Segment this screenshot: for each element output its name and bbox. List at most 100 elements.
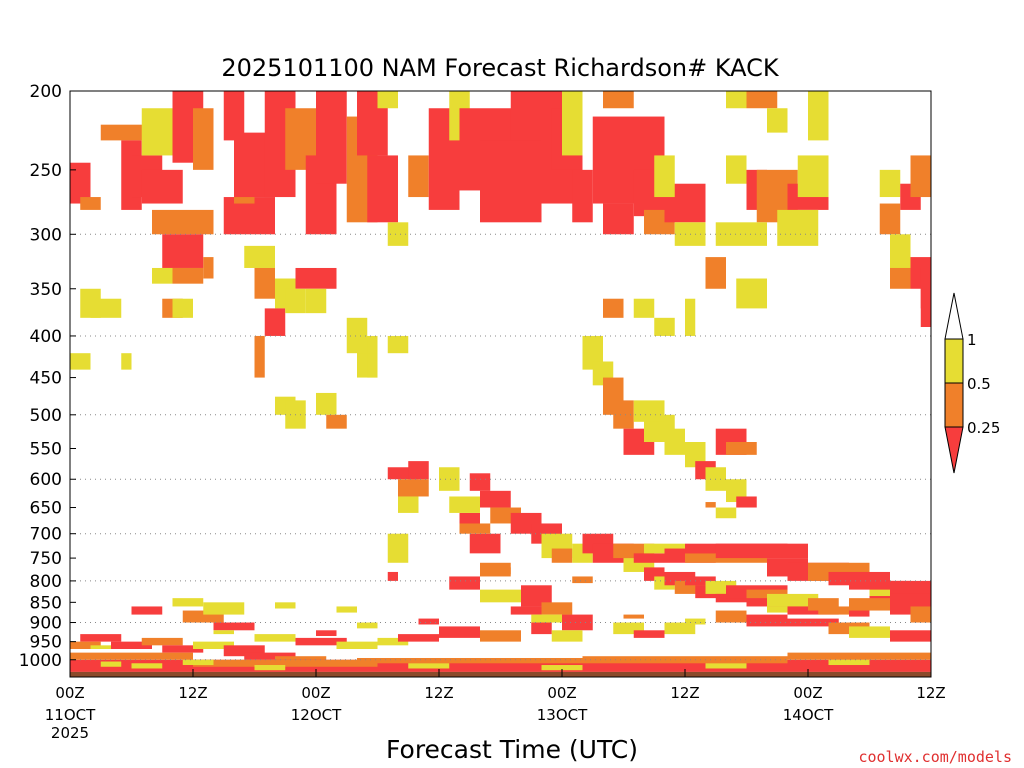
data-cell [367,353,378,378]
data-cell [439,467,460,491]
data-cell [152,209,214,235]
data-cell [582,335,603,370]
data-cell [849,610,870,617]
data-cell [70,671,931,677]
data-cell [439,626,480,638]
x-tick-date: 13OCT [537,706,588,724]
data-cell [244,652,296,660]
data-cell [603,203,634,235]
data-cell [336,641,378,649]
data-cell [685,618,706,625]
data-cell [193,108,214,170]
data-cell [408,461,429,480]
data-cell [346,317,368,354]
credit-link[interactable]: coolwx.com/models [858,748,1012,766]
data-cell [152,267,173,284]
y-tick-label: 550 [30,439,62,459]
data-cell [70,652,193,660]
x-tick-label: 00Z [547,684,576,702]
y-tick-label: 800 [30,572,62,592]
data-cells [70,91,931,677]
data-cell [879,169,901,198]
data-cell [715,222,767,246]
data-cell [828,659,870,666]
data-cell [357,622,378,629]
data-cell [203,602,245,615]
data-cell [736,278,767,309]
data-cell [408,663,450,669]
data-cell [254,267,275,299]
data-cell [685,298,696,336]
data-cell [551,548,573,563]
y-tick-label: 950 [30,633,62,653]
data-cell [469,533,501,554]
data-cell [705,663,747,669]
data-cell [295,267,337,289]
data-cell [633,400,665,422]
y-tick-label: 650 [30,499,62,519]
y-tick-label: 300 [30,225,62,245]
data-cell [890,630,931,642]
data-cell [141,169,183,204]
data-cell [715,610,747,623]
data-cell [562,614,593,631]
data-cell [223,91,245,141]
data-cell [633,553,665,563]
data-cell [767,606,788,613]
y-tick-label: 750 [30,549,62,569]
data-cell [387,335,409,354]
data-cell [623,614,644,619]
y-axis-ticks: 200 250 300 350 400 450 500 550 600 650 700 750 8008… [19,82,76,671]
data-cell [418,618,439,625]
data-cell [654,155,675,198]
data-cell [521,585,552,607]
data-cell [275,602,296,609]
data-cell [551,630,583,642]
data-cell [387,533,409,563]
x-tick-label: 12Z [424,684,453,702]
data-cell [459,523,491,534]
y-tick-label: 900 [30,614,62,634]
data-cell [254,665,286,671]
data-cell [531,622,552,635]
data-cell [664,622,696,635]
y-tick-label: 850 [30,593,62,613]
data-cell [736,496,757,508]
data-cell [879,203,901,235]
data-cell [387,467,419,480]
data-cell [193,641,234,649]
data-cell [726,442,757,455]
data-cell [295,637,347,646]
data-cell [541,602,573,615]
data-cell [131,663,163,669]
data-cell [90,645,111,649]
legend-level-label: 0.25 [967,419,1000,437]
data-cell [449,496,480,513]
data-cell [121,353,132,370]
x-tick-label: 12Z [178,684,207,702]
data-cell [572,169,593,223]
data-cell [213,622,255,631]
plot-frame [69,90,932,678]
data-cell [131,606,163,615]
x-tick-label: 00Z [793,684,822,702]
data-cell [818,606,870,615]
data-cell [387,222,409,246]
data-cell [172,267,204,284]
legend-swatch-bottom [944,426,964,474]
data-cell [767,108,788,133]
x-tick-label: 12Z [916,684,945,702]
data-cell [193,659,378,667]
legend-swatch [944,338,964,384]
data-cell [100,124,152,141]
data-cell [808,91,829,141]
data-cell [141,108,173,156]
x-tick-date: 12OCT [291,706,342,724]
legend-level-label: 0.5 [967,375,991,393]
data-cell [377,91,398,109]
data-cell [777,209,819,246]
data-cell [654,317,675,336]
data-cell [162,645,204,653]
data-cell [182,659,214,666]
data-cell [715,543,808,559]
